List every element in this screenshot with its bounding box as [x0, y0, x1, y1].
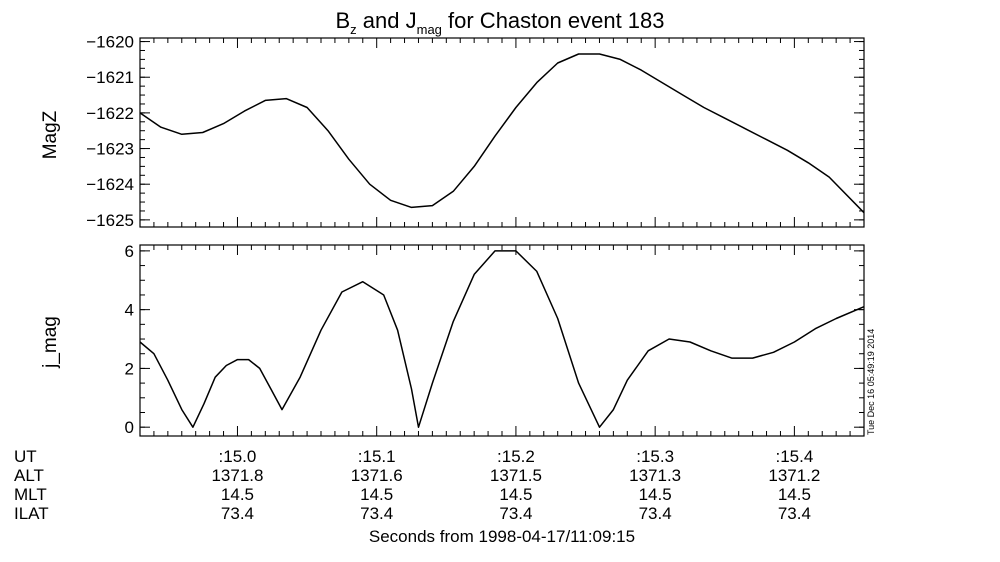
- jmag-panel: 0 2 4 6 j_mag: [40, 242, 865, 437]
- footer-ut-value: :15.3: [636, 447, 674, 466]
- footer-alt-value: 1371.2: [768, 466, 820, 485]
- footer-alt-value: 1371.8: [211, 466, 263, 485]
- magz-y-tick-label: −1622: [86, 104, 134, 123]
- title-b: B: [335, 8, 350, 33]
- magz-series-line: [139, 53, 865, 214]
- jmag-y-tick-label: 0: [125, 418, 134, 437]
- jmag-y-tick-label: 4: [125, 301, 134, 320]
- footer-ilat-value: 73.4: [360, 504, 393, 523]
- footer-alt-value: 1371.3: [629, 466, 681, 485]
- title-b-subscript: z: [350, 22, 357, 37]
- title-rest: for Chaston event 183: [442, 8, 665, 33]
- footer-ut-value: :15.0: [219, 447, 257, 466]
- magz-y-tick-label: −1624: [86, 175, 134, 194]
- orbit-footer: UTALTMLTILAT:15.01371.814.573.4:15.11371…: [14, 447, 820, 523]
- footer-mlt-value: 14.5: [360, 485, 393, 504]
- footer-ut-value: :15.4: [775, 447, 813, 466]
- footer-row-label-ilat: ILAT: [14, 504, 49, 523]
- magz-y-axis-label: MagZ: [40, 110, 61, 159]
- jmag-y-tick-label: 2: [125, 359, 134, 378]
- footer-ut-value: :15.2: [497, 447, 535, 466]
- footer-mlt-value: 14.5: [639, 485, 672, 504]
- footer-row-label-mlt: MLT: [14, 485, 47, 504]
- chart-title: Bz and Jmag for Chaston event 183: [335, 8, 664, 37]
- magz-y-tick-label: −1623: [86, 140, 134, 159]
- footer-mlt-value: 14.5: [499, 485, 532, 504]
- footer-ilat-value: 73.4: [221, 504, 254, 523]
- footer-mlt-value: 14.5: [778, 485, 811, 504]
- magz-plot-frame: [139, 37, 865, 228]
- jmag-y-tick-label: 6: [125, 242, 134, 261]
- magz-y-tick-label: −1620: [86, 33, 134, 52]
- footer-row-label-ut: UT: [14, 447, 37, 466]
- footer-ilat-value: 73.4: [778, 504, 811, 523]
- timestamp: Tue Dec 16 05:49:19 2014: [866, 329, 876, 435]
- jmag-y-axis-label: j_mag: [40, 316, 61, 369]
- title-and: and: [357, 8, 406, 33]
- jmag-plot-frame: [139, 244, 865, 437]
- title-j: J: [406, 8, 417, 33]
- magz-y-tick-label: −1621: [86, 68, 134, 87]
- footer-ilat-value: 73.4: [499, 504, 532, 523]
- footer-alt-value: 1371.5: [490, 466, 542, 485]
- magz-y-tick-label: −1625: [86, 211, 134, 230]
- jmag-series-line: [139, 250, 865, 428]
- footer-row-label-alt: ALT: [14, 466, 44, 485]
- footer-ilat-value: 73.4: [639, 504, 672, 523]
- footer-alt-value: 1371.6: [351, 466, 403, 485]
- footer-mlt-value: 14.5: [221, 485, 254, 504]
- magz-panel: −1620 −1621 −1622 −1623 −1624 −1625 MagZ: [40, 33, 865, 230]
- x-axis-label: Seconds from 1998-04-17/11:09:15: [369, 527, 635, 546]
- title-j-subscript: mag: [417, 22, 442, 37]
- footer-ut-value: :15.1: [358, 447, 396, 466]
